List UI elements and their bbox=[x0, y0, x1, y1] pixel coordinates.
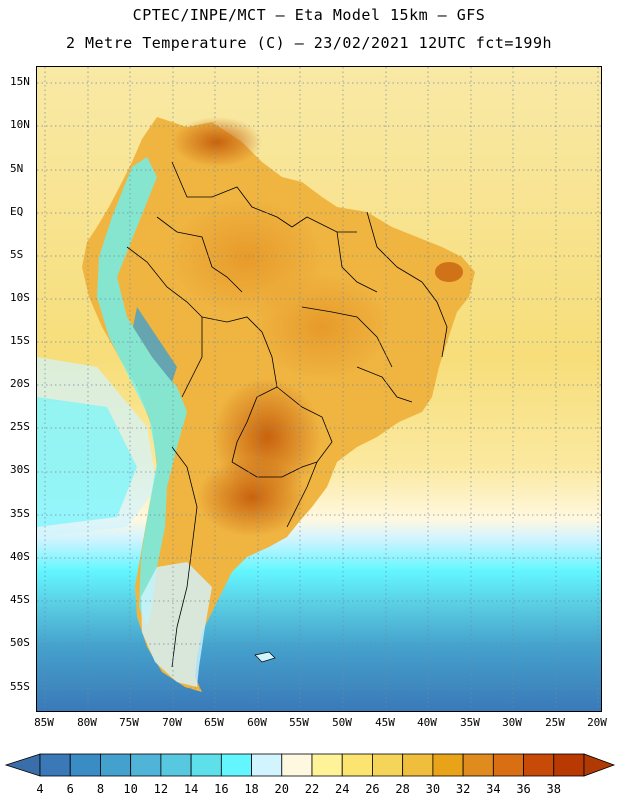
andes-cold-strip bbox=[97, 157, 187, 627]
hot-north-venezuela bbox=[172, 117, 262, 167]
colorbar-swatch bbox=[39, 753, 71, 777]
colorbar-label: 26 bbox=[365, 782, 380, 796]
map-canvas bbox=[37, 67, 601, 711]
lon-label-80w: 80W bbox=[77, 716, 97, 729]
lat-label-10n: 10N bbox=[10, 118, 30, 131]
patagonia-cold bbox=[141, 562, 212, 687]
lon-label-65w: 65W bbox=[204, 716, 224, 729]
colorbar-high-arrow bbox=[583, 753, 616, 777]
colorbar-swatch bbox=[251, 753, 283, 777]
lat-label-eq: EQ bbox=[10, 205, 24, 218]
lon-label-20w: 20W bbox=[587, 716, 607, 729]
colorbar-swatch bbox=[402, 753, 434, 777]
colorbar-label: 16 bbox=[214, 782, 229, 796]
colorbar-label: 12 bbox=[153, 782, 169, 796]
temperature-map bbox=[36, 66, 602, 712]
colorbar-label: 34 bbox=[486, 782, 501, 796]
lon-label-75w: 75W bbox=[119, 716, 139, 729]
colorbar-swatch bbox=[190, 753, 222, 777]
colorbar-swatch bbox=[100, 753, 132, 777]
colorbar-low-arrow bbox=[4, 753, 41, 777]
colorbar-label: 8 bbox=[96, 782, 105, 796]
lon-label-70w: 70W bbox=[162, 716, 182, 729]
lat-label-40s: 40S bbox=[10, 550, 30, 563]
map-title-line2: 2 Metre Temperature (C) — 23/02/2021 12U… bbox=[65, 34, 553, 52]
hot-northeast-brazil bbox=[435, 262, 463, 282]
colorbar-swatch bbox=[311, 753, 343, 777]
lat-label-55s: 55S bbox=[10, 680, 30, 693]
lat-label-5n: 5N bbox=[10, 162, 24, 175]
colorbar-label: 4 bbox=[36, 782, 44, 796]
colorbar-label: 36 bbox=[516, 782, 531, 796]
colorbar-swatch bbox=[130, 753, 162, 777]
lat-label-15n: 15N bbox=[10, 75, 30, 88]
lat-label-45s: 45S bbox=[10, 593, 30, 606]
warm-center-brazil bbox=[252, 272, 392, 382]
colorbar-label: 32 bbox=[455, 782, 471, 796]
colorbar-label: 6 bbox=[66, 782, 74, 796]
lat-label-15s: 15S bbox=[10, 334, 30, 347]
lon-label-85w: 85W bbox=[34, 716, 54, 729]
lat-label-10s: 10S bbox=[10, 291, 30, 304]
falkland-islands bbox=[254, 651, 276, 663]
cool-pacific-band bbox=[37, 397, 137, 527]
colorbar-swatch bbox=[492, 753, 524, 777]
colorbar-swatch bbox=[69, 753, 101, 777]
colorbar-label: 22 bbox=[304, 782, 320, 796]
lat-label-30s: 30S bbox=[10, 463, 30, 476]
lon-label-40w: 40W bbox=[417, 716, 437, 729]
lon-label-25w: 25W bbox=[545, 716, 565, 729]
colorbar-swatch bbox=[220, 753, 252, 777]
colorbar-label: 14 bbox=[183, 782, 199, 796]
andes-peak-strip bbox=[133, 307, 177, 382]
colorbar-swatch bbox=[523, 753, 555, 777]
lon-label-35w: 35W bbox=[460, 716, 480, 729]
colorbar-label: 38 bbox=[546, 782, 561, 796]
lat-label-50s: 50S bbox=[10, 636, 30, 649]
colorbar-swatch bbox=[462, 753, 494, 777]
colorbar-label: 10 bbox=[123, 782, 138, 796]
hot-argentina-region bbox=[197, 457, 307, 537]
colorbar-swatch bbox=[341, 753, 373, 777]
colorbar-swatch bbox=[432, 753, 464, 777]
colorbar-label: 24 bbox=[334, 782, 350, 796]
lon-label-55w: 55W bbox=[289, 716, 309, 729]
lon-label-45w: 45W bbox=[375, 716, 395, 729]
map-title-line1: CPTEC/INPE/MCT — Eta Model 15km — GFS bbox=[132, 6, 486, 24]
lon-label-30w: 30W bbox=[502, 716, 522, 729]
lat-label-35s: 35S bbox=[10, 507, 30, 520]
colorbar-swatch bbox=[160, 753, 192, 777]
lon-label-60w: 60W bbox=[247, 716, 267, 729]
lat-label-5s: 5S bbox=[10, 248, 24, 261]
colorbar-label: 30 bbox=[425, 782, 441, 796]
colorbar-label: 20 bbox=[274, 782, 289, 796]
colorbar-label: 28 bbox=[395, 782, 410, 796]
temperature-colorbar bbox=[4, 753, 616, 777]
lat-label-20s: 20S bbox=[10, 377, 30, 390]
colorbar-swatch bbox=[372, 753, 404, 777]
colorbar-swatch bbox=[553, 753, 585, 777]
colorbar-label: 18 bbox=[244, 782, 259, 796]
lon-label-50w: 50W bbox=[332, 716, 352, 729]
lat-label-25s: 25S bbox=[10, 420, 30, 433]
colorbar-swatch bbox=[281, 753, 313, 777]
country-borders bbox=[126, 161, 448, 668]
